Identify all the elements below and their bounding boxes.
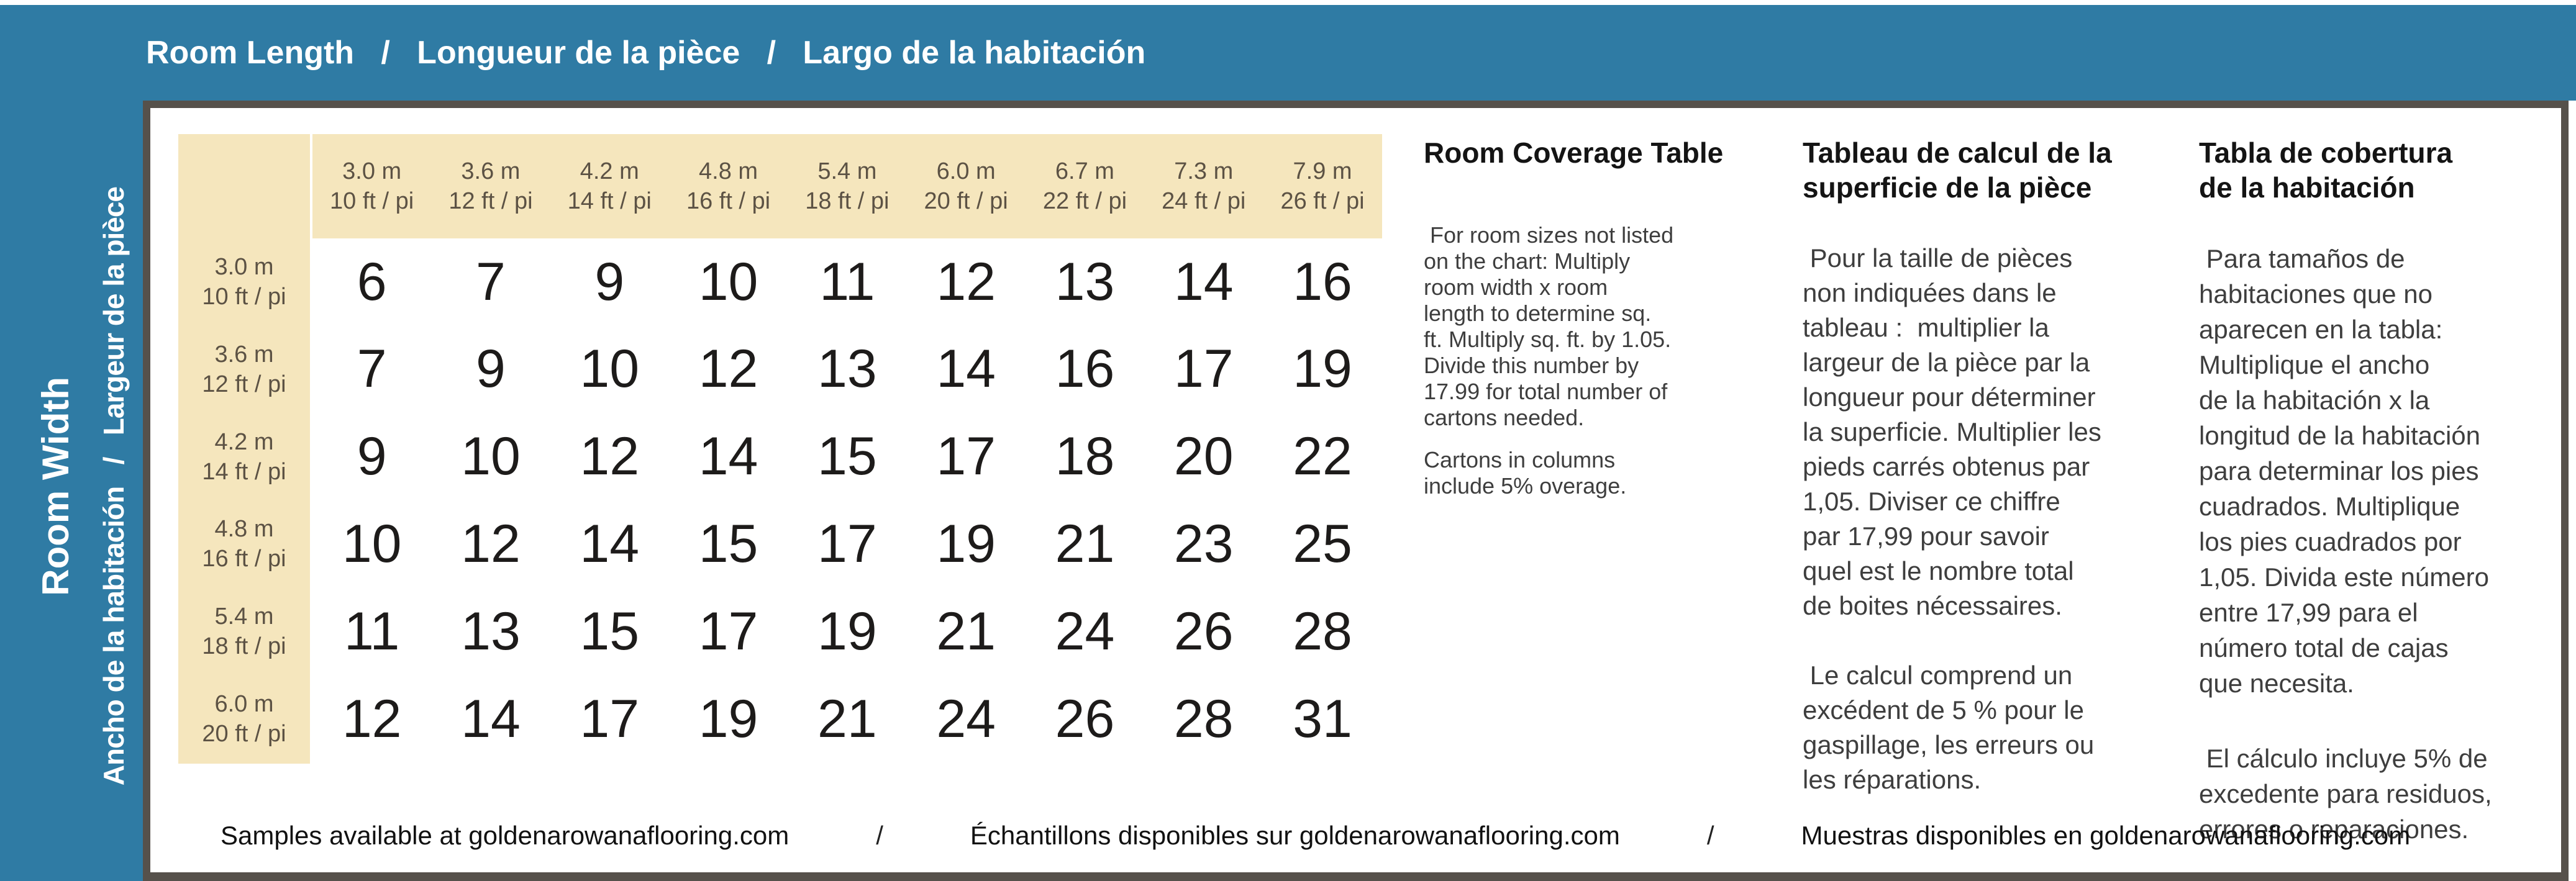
carton-count-cell: 25 [1293, 513, 1352, 574]
carton-count-cell: 16 [1293, 251, 1352, 312]
carton-count-cell: 12 [698, 339, 758, 399]
carton-count-cell: 21 [817, 689, 877, 749]
room-width-sidebar [0, 101, 143, 881]
carton-count-cell: 10 [698, 251, 758, 312]
section-spanish-title: Tabla de cobertura de la habitación [2199, 137, 2453, 204]
carton-count-cell: 28 [1293, 601, 1352, 661]
section-french-body: Pour la taille de pièces non indiquées d… [1803, 243, 2101, 620]
carton-count-cell: 17 [698, 601, 758, 661]
row-header: 4.2 m 14 ft / pi [202, 428, 286, 485]
section-english-title: Room Coverage Table [1424, 137, 1724, 169]
section-english-body: For room sizes not listed on the chart: … [1424, 222, 1674, 430]
carton-count-cell: 12 [461, 513, 521, 574]
room-width-label-wrap: Room Width [21, 101, 89, 872]
footer-divider-2: / [1706, 821, 1714, 850]
carton-count-cell: 18 [1055, 427, 1115, 487]
carton-count-cell: 7 [476, 251, 506, 312]
carton-count-cell: 7 [357, 339, 387, 399]
carton-count-cell: 21 [936, 601, 996, 661]
carton-count-cell: 14 [580, 513, 640, 574]
carton-count-cell: 15 [698, 513, 758, 574]
room-width-translations-label: Ancho de la habitación / Largeur de la p… [98, 187, 130, 786]
section-spanish: Tabla de cobertura de la habitación Para… [2199, 135, 2565, 847]
column-header: 3.6 m 12 ft / pi [448, 158, 533, 214]
carton-count-cell: 19 [936, 513, 996, 574]
carton-count-cell: 19 [698, 689, 758, 749]
room-width-label: Room Width [34, 377, 76, 596]
row-header: 6.0 m 20 ft / pi [202, 691, 286, 747]
carton-count-cell: 19 [1293, 339, 1352, 399]
carton-count-cell: 17 [936, 427, 996, 487]
row-header-column-background [178, 134, 310, 764]
carton-count-cell: 24 [1055, 601, 1115, 661]
carton-count-cell: 17 [817, 513, 877, 574]
carton-count-cell: 9 [476, 339, 506, 399]
footer-divider-1: / [876, 821, 883, 850]
carton-count-cell: 10 [342, 513, 402, 574]
column-header: 7.3 m 24 ft / pi [1162, 158, 1246, 214]
column-header: 4.2 m 14 ft / pi [567, 158, 652, 214]
carton-count-cell: 12 [936, 251, 996, 312]
carton-count-cell: 10 [580, 339, 640, 399]
room-length-title: Room Length / Longueur de la pièce / Lar… [146, 35, 1146, 71]
column-header: 6.0 m 20 ft / pi [924, 158, 1008, 214]
carton-count-cell: 13 [1055, 251, 1115, 312]
carton-count-cell: 14 [1173, 251, 1234, 312]
section-french-title: Tableau de calcul de la superficie de la… [1803, 137, 2112, 204]
samples-footer: Samples available at goldenarowanafloori… [221, 821, 2544, 851]
room-length-header-bar: Room Length / Longueur de la pièce / Lar… [0, 5, 2576, 101]
carton-count-cell: 17 [580, 689, 640, 749]
carton-count-cell: 13 [461, 601, 521, 661]
carton-count-cell: 11 [344, 601, 400, 661]
column-header: 3.0 m 10 ft / pi [330, 158, 414, 214]
room-width-translations-wrap: Ancho de la habitación / Largeur de la p… [87, 101, 140, 872]
row-header: 4.8 m 16 ft / pi [202, 516, 286, 572]
carton-count-cell: 15 [817, 427, 877, 487]
carton-count-cell: 23 [1173, 513, 1234, 574]
carton-count-cell: 10 [461, 427, 521, 487]
carton-count-cell: 12 [580, 427, 640, 487]
footer-english: Samples available at goldenarowanafloori… [221, 821, 790, 850]
carton-count-cell: 12 [342, 689, 402, 749]
section-spanish-note: El cálculo incluye 5% de excedente para … [2199, 744, 2492, 844]
carton-count-cell: 17 [1173, 339, 1234, 399]
column-header: 7.9 m 26 ft / pi [1280, 158, 1365, 214]
column-header: 5.4 m 18 ft / pi [805, 158, 890, 214]
row-header: 3.6 m 12 ft / pi [202, 341, 286, 397]
carton-count-cell: 9 [594, 251, 625, 312]
carton-count-cell: 6 [357, 251, 387, 312]
carton-count-cell: 13 [817, 339, 877, 399]
carton-count-cell: 21 [1055, 513, 1115, 574]
section-spanish-body: Para tamaños de habitaciones que no apar… [2199, 244, 2489, 698]
footer-french: Échantillons disponibles sur goldenarowa… [970, 821, 1620, 850]
section-french-note: Le calcul comprend un excédent de 5 % po… [1803, 661, 2095, 794]
section-english: Room Coverage Table For room sizes not l… [1424, 135, 1787, 499]
row-header: 3.0 m 10 ft / pi [202, 254, 286, 310]
carton-count-cell: 22 [1293, 427, 1352, 487]
carton-count-cell: 14 [698, 427, 758, 487]
carton-count-cell: 14 [461, 689, 521, 749]
carton-count-cell: 9 [357, 427, 387, 487]
footer-spanish: Muestras disponibles en goldenarowanaflo… [1801, 821, 2411, 850]
carton-count-cell: 26 [1173, 601, 1234, 661]
carton-count-cell: 24 [936, 689, 996, 749]
carton-count-cell: 19 [817, 601, 877, 661]
column-header: 6.7 m 22 ft / pi [1042, 158, 1127, 214]
section-french: Tableau de calcul de la superficie de la… [1803, 135, 2191, 797]
carton-count-cell: 28 [1173, 689, 1234, 749]
carton-count-cell: 14 [936, 339, 996, 399]
carton-count-cell: 15 [580, 601, 640, 661]
carton-count-cell: 31 [1293, 689, 1352, 749]
carton-count-cell: 11 [819, 251, 875, 312]
section-english-note: Cartons in columns include 5% overage. [1424, 447, 1627, 499]
carton-count-cell: 20 [1173, 427, 1234, 487]
carton-count-cell: 26 [1055, 689, 1115, 749]
row-header: 5.4 m 18 ft / pi [202, 603, 286, 660]
column-header: 4.8 m 16 ft / pi [686, 158, 771, 214]
column-header-row-background [312, 134, 1382, 238]
carton-count-cell: 16 [1055, 339, 1115, 399]
